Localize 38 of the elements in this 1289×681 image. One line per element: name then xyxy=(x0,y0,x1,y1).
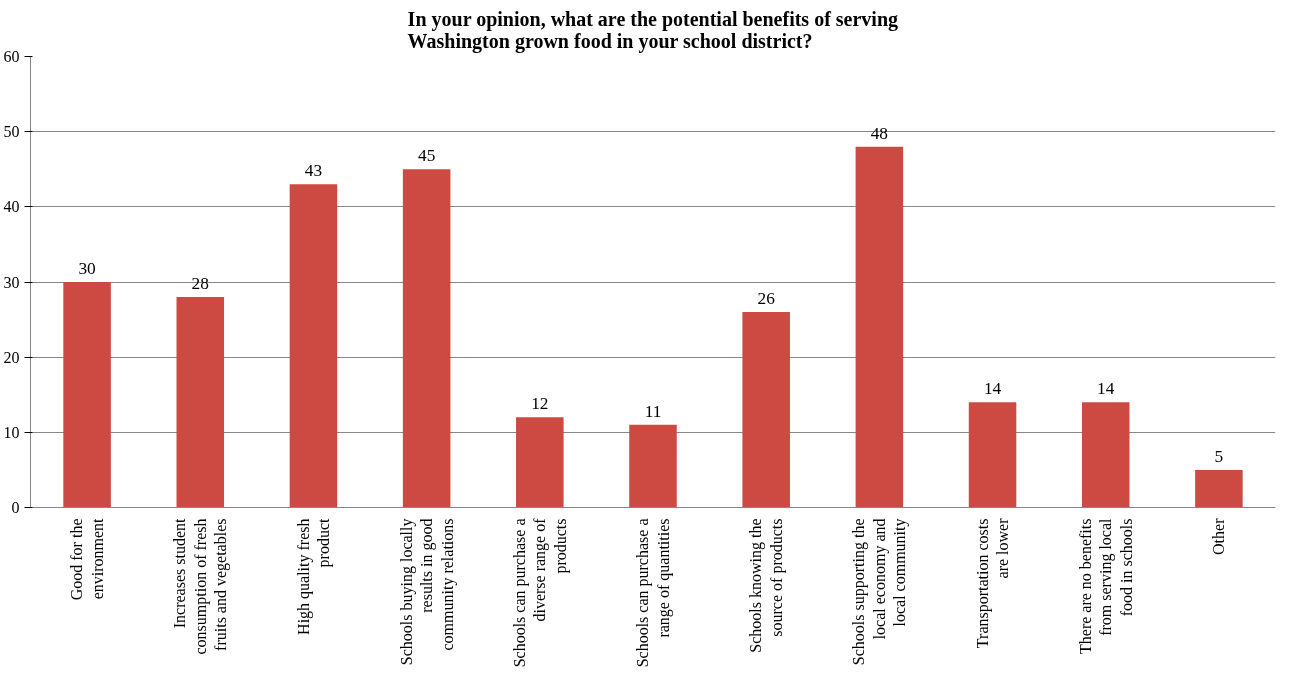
x-tick-label: Schools buying locally results in good community relations xyxy=(397,518,457,666)
data-label: 28 xyxy=(191,274,209,294)
x-tick-label: Schools knowing the source of products xyxy=(747,518,786,653)
data-label: 43 xyxy=(304,161,323,181)
x-tick-label: Good for the environment xyxy=(68,517,106,601)
y-tick-label: 30 xyxy=(3,273,20,291)
bar xyxy=(629,424,677,508)
bar xyxy=(1195,469,1243,508)
y-tick-label: 60 xyxy=(3,48,20,65)
bar xyxy=(402,169,451,508)
y-tick-label: 20 xyxy=(3,348,20,366)
bar xyxy=(968,402,1017,508)
chart-title: In your opinion, what are the potential benefits of serving Washington grown food in your school district? xyxy=(407,7,899,53)
bar xyxy=(516,417,564,508)
data-label: 48 xyxy=(870,123,889,143)
x-tick-label: Schools can purchase a diverse range of products xyxy=(510,517,570,668)
y-tick-label: 50 xyxy=(3,123,20,141)
y-tick-label: 40 xyxy=(3,198,20,216)
data-label: 26 xyxy=(757,289,776,309)
bar xyxy=(63,282,111,508)
x-tick-label: Schools supporting the local economy and local community xyxy=(850,518,910,666)
data-label: 5 xyxy=(1214,446,1224,466)
data-label: 14 xyxy=(1097,379,1115,399)
bar xyxy=(289,184,338,508)
y-tick-label: 10 xyxy=(3,423,20,441)
data-label: 14 xyxy=(983,379,1002,399)
bar xyxy=(1081,402,1130,508)
data-label: 11 xyxy=(644,401,662,421)
x-tick-label: High quality fresh product xyxy=(294,517,334,635)
bar xyxy=(855,146,904,508)
x-tick-label: Transportation costs are lower xyxy=(973,517,1012,649)
data-label: 12 xyxy=(531,394,549,414)
bar xyxy=(176,297,225,508)
data-label: 30 xyxy=(78,259,96,278)
bar xyxy=(742,312,790,508)
data-label: 45 xyxy=(417,146,436,166)
y-tick-label: 0 xyxy=(11,499,20,516)
x-tick-label: Other xyxy=(1210,517,1228,555)
